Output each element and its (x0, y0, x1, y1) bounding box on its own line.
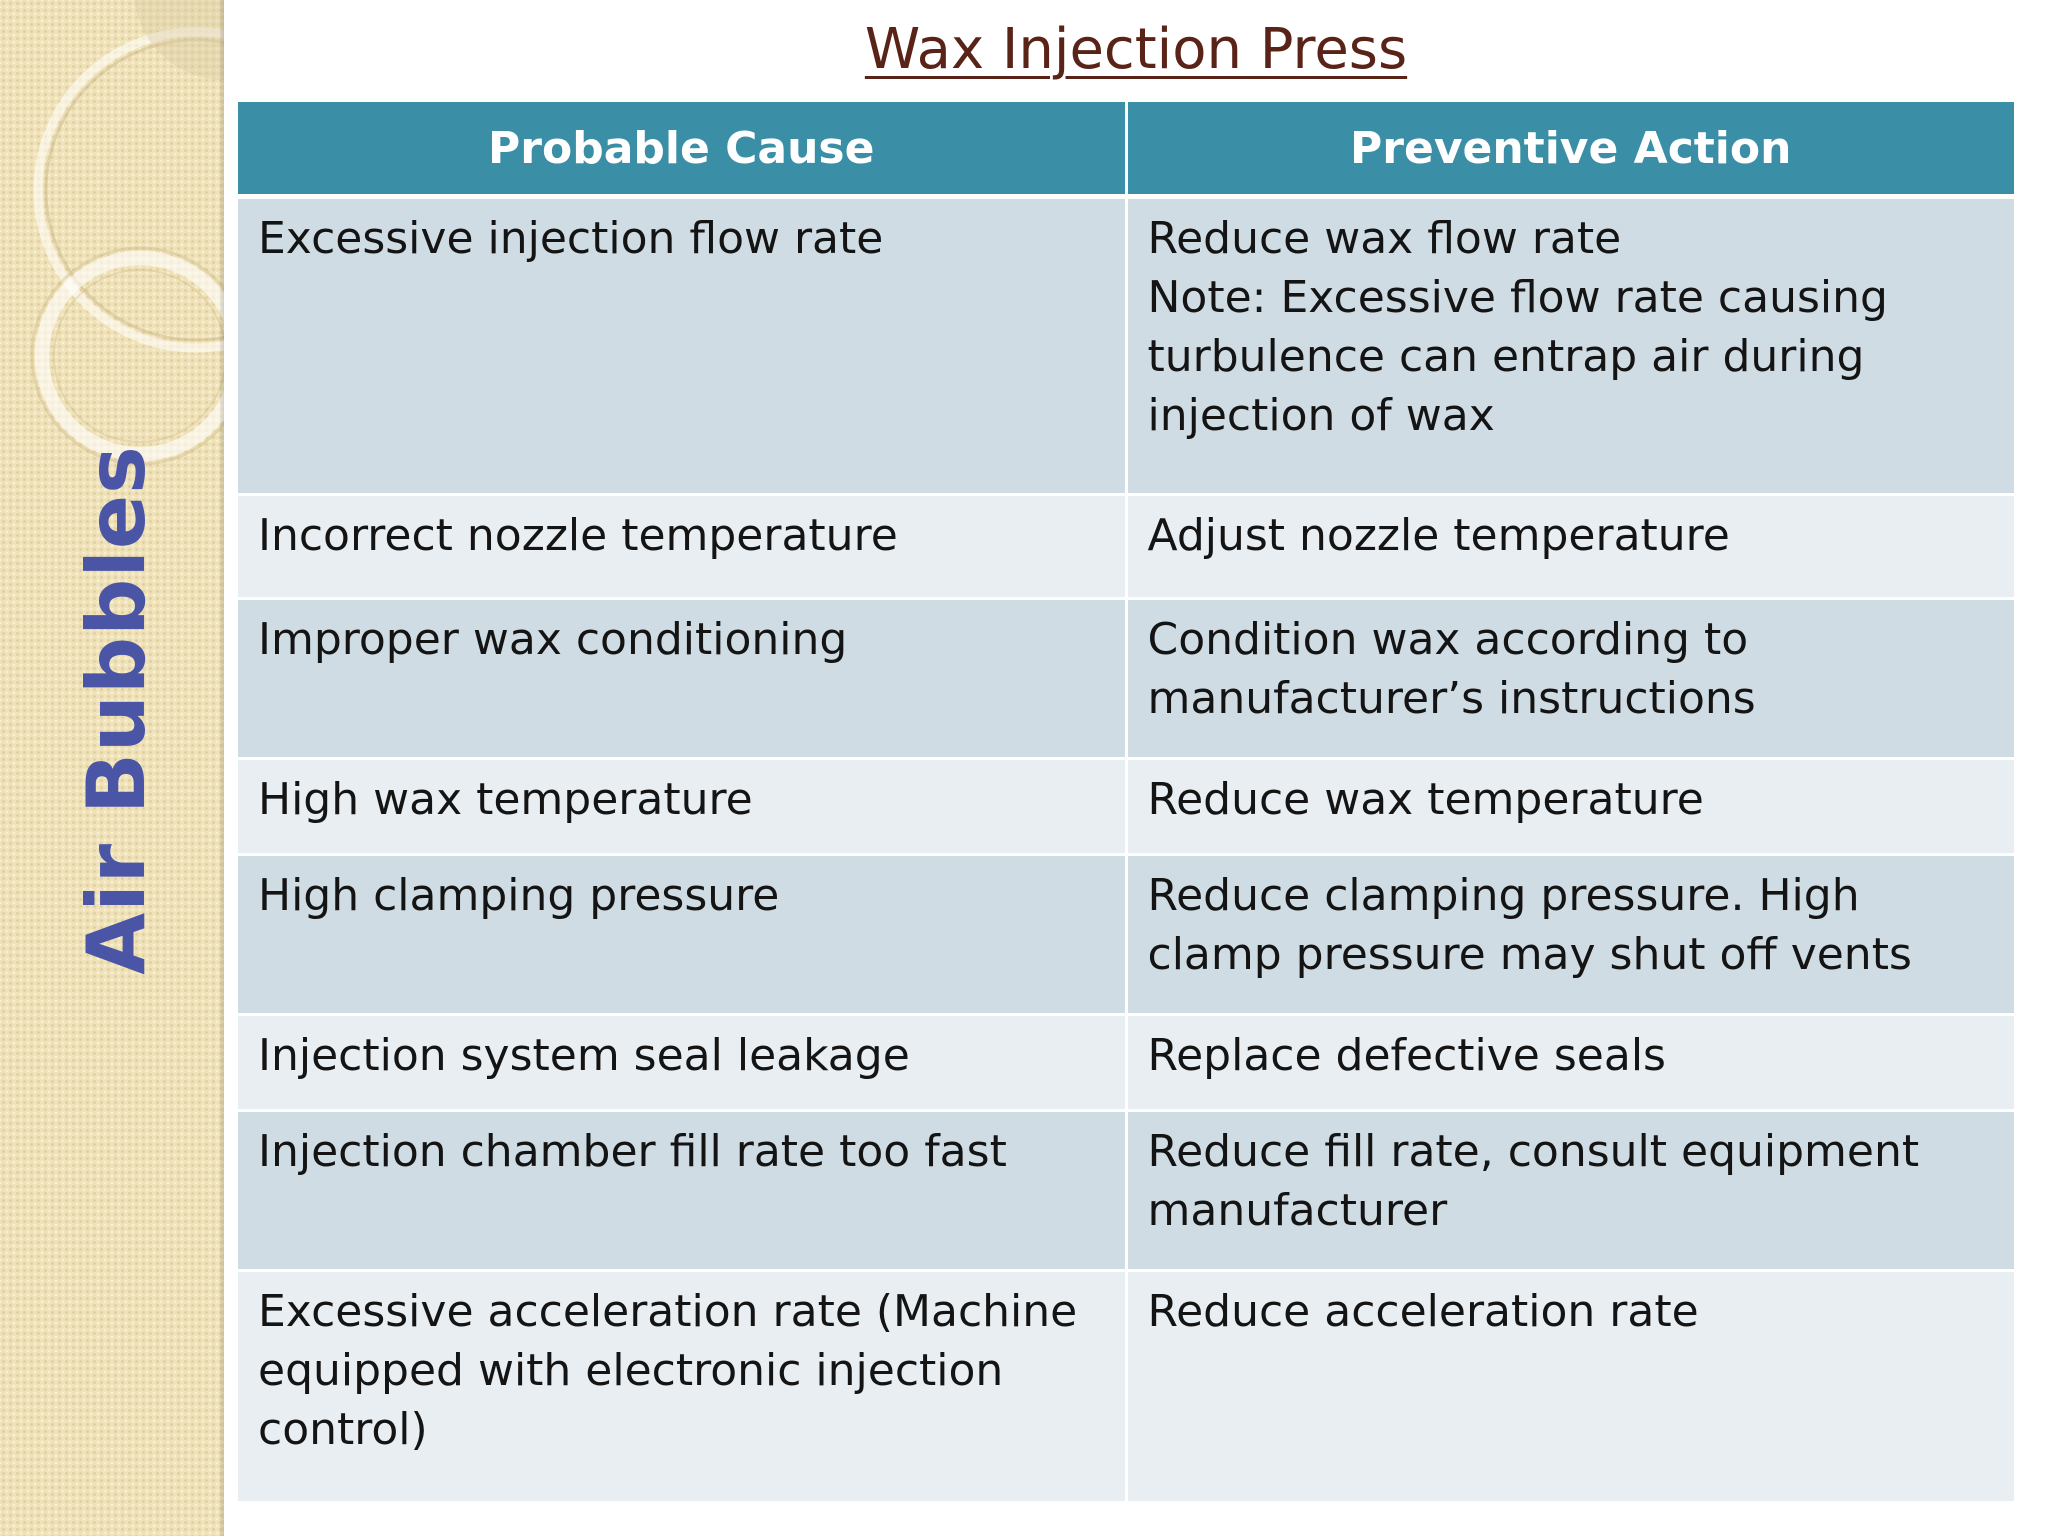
header-preventive-action: Preventive Action (1126, 102, 2014, 199)
table-row: High wax temperature Reduce wax temperat… (238, 758, 2014, 856)
cause-cell: High wax temperature (238, 758, 1128, 856)
cause-cell: Incorrect nozzle temperature (238, 494, 1128, 600)
table-row: Excessive acceleration rate (Machine equ… (238, 1270, 2014, 1504)
table-row: Injection chamber fill rate too fast Red… (238, 1110, 2014, 1272)
action-cell: Reduce wax temperature (1126, 758, 2014, 856)
table-header-row: Probable Cause Preventive Action (238, 102, 2014, 199)
page-title: Wax Injection Press (224, 14, 2048, 86)
cause-cell: Injection system seal leakage (238, 1014, 1128, 1112)
action-cell: Replace defective seals (1126, 1014, 2014, 1112)
cause-cell: Injection chamber fill rate too fast (238, 1110, 1128, 1272)
action-cell: Reduce acceleration rate (1126, 1270, 2014, 1504)
action-cell: Reduce fill rate, consult equipment manu… (1126, 1110, 2014, 1272)
table-row: Incorrect nozzle temperature Adjust nozz… (238, 494, 2014, 600)
action-cell: Reduce wax flow rate Note: Excessive flo… (1126, 196, 2014, 496)
table-row: Injection system seal leakage Replace de… (238, 1014, 2014, 1112)
action-cell: Condition wax according to manufacturer’… (1126, 598, 2014, 760)
header-probable-cause: Probable Cause (238, 102, 1128, 199)
cause-cell: Excessive acceleration rate (Machine equ… (238, 1270, 1128, 1504)
decorative-rings (30, 0, 224, 466)
table-row: High clamping pressure Reduce clamping p… (238, 854, 2014, 1016)
side-label: Air Bubbles (70, 445, 163, 975)
cause-cell: Excessive injection flow rate (238, 196, 1128, 496)
troubleshooting-table-container: Probable Cause Preventive Action Excessi… (238, 102, 2014, 1504)
cause-cell: High clamping pressure (238, 854, 1128, 1016)
page-title-text: Wax Injection Press (864, 17, 1408, 82)
side-panel: Air Bubbles (0, 0, 224, 1536)
action-cell: Reduce clamping pressure. High clamp pre… (1126, 854, 2014, 1016)
troubleshooting-table: Probable Cause Preventive Action Excessi… (238, 102, 2014, 1504)
table-row: Improper wax conditioning Condition wax … (238, 598, 2014, 760)
action-text: Reduce wax flow rate (1147, 213, 1622, 264)
table-row: Excessive injection flow rate Reduce wax… (238, 196, 2014, 496)
cause-cell: Improper wax conditioning (238, 598, 1128, 760)
action-cell: Adjust nozzle temperature (1126, 494, 2014, 600)
action-note: Note: Excessive flow rate causing turbul… (1147, 272, 1888, 441)
